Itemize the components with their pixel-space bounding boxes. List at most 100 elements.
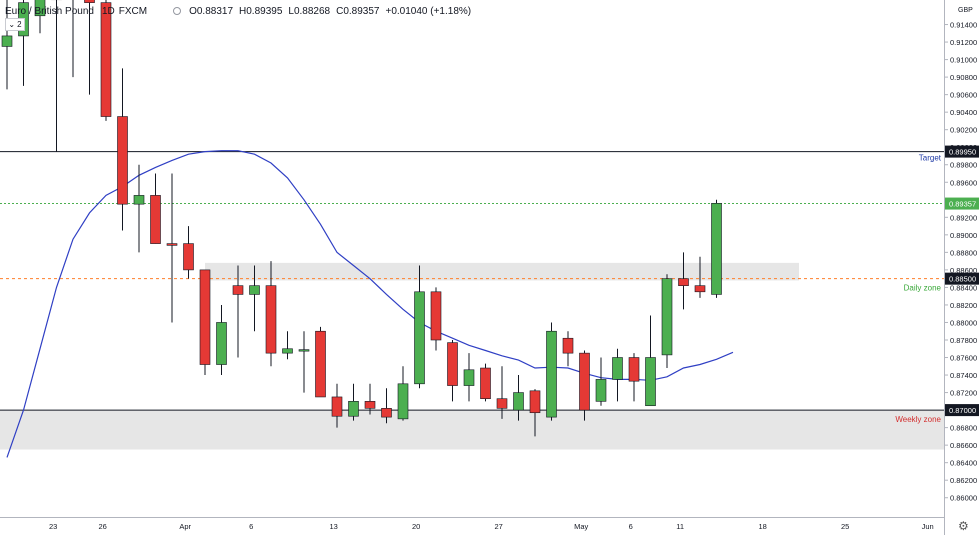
y-tick-label: 0.89800 (950, 161, 977, 170)
candle-body (34, 0, 46, 17)
candle-body (661, 278, 673, 356)
y-tick-label: 0.86000 (950, 494, 977, 503)
y-tick-label: 0.87400 (950, 371, 977, 380)
chart-header: Euro / British Pound 1D FXCM O0.88317 H0… (0, 0, 471, 22)
y-tick-label: 0.88200 (950, 301, 977, 310)
candle-body (249, 285, 260, 295)
price-badge-0 (945, 145, 979, 158)
y-tick-label: 0.87600 (950, 354, 977, 363)
x-tick-label: Jun (922, 522, 934, 531)
candle-body (183, 243, 194, 271)
candle-body (381, 408, 392, 418)
currency-label: GBP (958, 7, 973, 14)
candle-body (562, 337, 574, 354)
ohlc-values: O0.88317 H0.89395 L0.88268 C0.89357 +0.0… (189, 6, 471, 17)
price-badge-2 (945, 272, 979, 285)
y-tick-label: 0.90600 (950, 91, 977, 100)
y-tick-label: 0.91200 (950, 38, 977, 47)
candle-body (117, 116, 128, 205)
change-value: +0.01040 (+1.18%) (385, 5, 472, 17)
y-tick-label: 0.89600 (950, 178, 977, 187)
candle-body (480, 367, 491, 400)
price-badge-label-0: 0.89950 (949, 148, 976, 157)
y-tick-label: 0.88400 (950, 283, 977, 292)
y-tick-label: 0.91400 (950, 21, 977, 30)
candle-body (364, 401, 376, 409)
candle-body (645, 357, 656, 407)
x-tick-label: 25 (841, 522, 849, 531)
candle-body (711, 202, 722, 295)
visibility-dot-icon[interactable] (173, 7, 182, 15)
level-label-3: Weekly zone (895, 415, 941, 424)
candle-body (315, 330, 326, 398)
weekly-zone (0, 410, 944, 450)
high-value: H0.89395 (239, 5, 283, 17)
candle-body (496, 398, 508, 409)
candle-body (232, 285, 244, 295)
candle-body (678, 278, 689, 286)
y-tick-label: 0.88000 (950, 318, 977, 327)
candle-body (628, 357, 640, 382)
candle-body (265, 285, 277, 354)
y-tick-label: 0.90200 (950, 126, 977, 135)
y-tick-label: 0.88800 (950, 248, 977, 257)
candle-body (447, 342, 458, 386)
chevron-down-icon: ⌄ (8, 20, 16, 29)
candle-body (199, 269, 211, 365)
level-label-0: Target (919, 154, 942, 163)
daily-zone (205, 262, 799, 281)
candle-body (348, 401, 359, 417)
collapse-indicators-button[interactable]: ⌄ 2 (5, 18, 25, 31)
gear-icon[interactable]: ⚙ (958, 519, 969, 533)
level-label-2: Daily zone (904, 284, 942, 293)
price-badge-label-1: 0.89357 (949, 200, 976, 209)
price-badge-1 (945, 197, 979, 210)
candle-body (282, 348, 293, 354)
candle-body (694, 285, 706, 293)
candle-body (430, 291, 442, 341)
x-tick-label: 18 (759, 522, 767, 531)
moving-average-line (6, 150, 734, 458)
source-label: FXCM (118, 5, 148, 17)
symbol-title[interactable]: Euro / British Pound (5, 5, 94, 17)
x-tick-label: 13 (330, 522, 338, 531)
x-tick-label: 20 (412, 522, 420, 531)
candle-body (84, 0, 95, 3)
candle-body (546, 330, 557, 418)
x-tick-label: Apr (179, 522, 191, 531)
y-tick-label: 0.90400 (950, 108, 977, 117)
candle-body (216, 322, 227, 365)
x-tick-label: 11 (676, 522, 684, 531)
candle-body (150, 195, 161, 244)
price-badge-label-3: 0.87000 (949, 406, 976, 415)
price-badge-3 (945, 404, 979, 417)
close-value: C0.89357 (336, 5, 380, 17)
candle-body (463, 369, 475, 386)
candle-body (298, 349, 310, 352)
x-tick-label: May (574, 522, 588, 531)
y-tick-label: 0.89200 (950, 213, 977, 222)
indicator-count: 2 (17, 20, 22, 29)
y-tick-label: 0.86600 (950, 441, 977, 450)
y-tick-label: 0.88600 (950, 266, 977, 275)
y-tick-label: 0.86800 (950, 424, 977, 433)
x-tick-label: 6 (629, 522, 633, 531)
y-tick-label: 0.86200 (950, 476, 977, 485)
candle-body (166, 243, 178, 246)
y-tick-label: 0.86400 (950, 459, 977, 468)
candle-body (331, 396, 343, 417)
open-value: O0.88317 (189, 5, 234, 17)
x-tick-label: 23 (49, 522, 57, 531)
y-tick-label: 0.87800 (950, 336, 977, 345)
candle-body (397, 383, 409, 420)
y-tick-label: 0.91000 (950, 56, 977, 65)
candle-body (612, 357, 623, 380)
candle-body (414, 291, 425, 385)
timeframe-label[interactable]: 1D (101, 5, 115, 17)
candle-body (579, 352, 590, 411)
candle-body (133, 195, 145, 205)
x-tick-label: 27 (495, 522, 503, 531)
candle-body (513, 392, 524, 411)
